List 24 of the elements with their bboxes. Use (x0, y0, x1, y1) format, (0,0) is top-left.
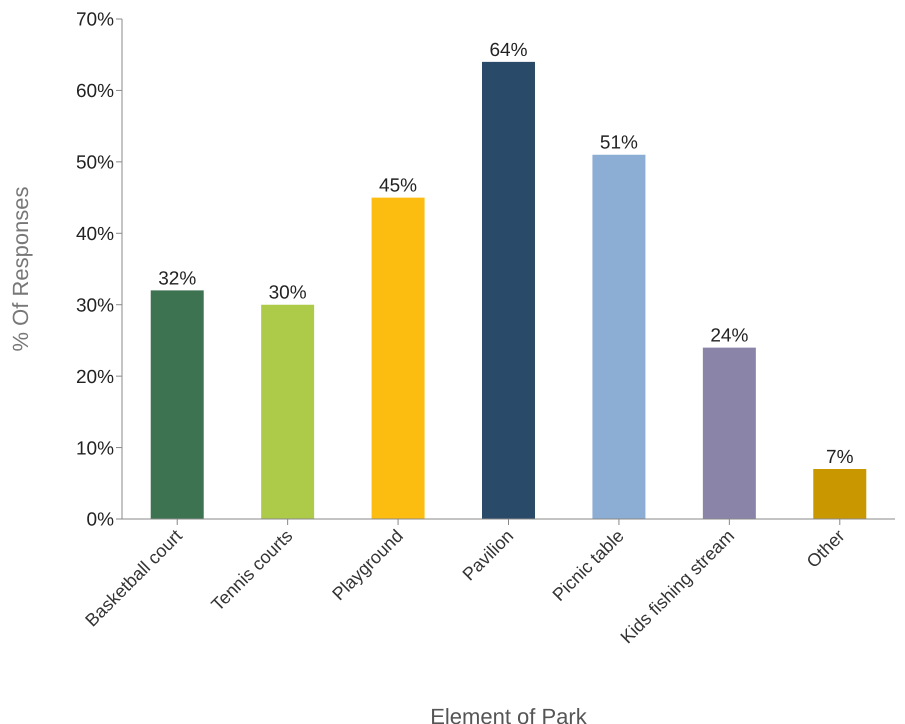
y-axis-title: % Of Responses (8, 186, 33, 352)
y-tick-label: 40% (76, 224, 114, 246)
x-axis-title: Element of Park (430, 704, 588, 724)
y-tick-label: 50% (76, 152, 114, 174)
y-tick-label: 0% (86, 510, 114, 531)
y-tick-label: 70% (76, 10, 114, 31)
data-label: 45% (379, 176, 418, 197)
bar (702, 348, 756, 519)
data-label: 30% (268, 282, 307, 304)
bar (150, 290, 204, 519)
data-label: 24% (710, 326, 748, 347)
bar (482, 62, 535, 519)
data-label: 7% (826, 447, 854, 468)
bar (813, 469, 866, 519)
bar (592, 154, 646, 519)
y-tick-label: 30% (76, 295, 114, 316)
data-label: 32% (158, 268, 196, 290)
bar (372, 198, 425, 519)
y-tick-label: 20% (76, 366, 114, 388)
bar (261, 304, 314, 519)
y-tick-label: 10% (76, 438, 114, 460)
data-label: 64% (489, 40, 528, 61)
y-tick-label: 60% (76, 81, 114, 102)
data-label: 51% (600, 132, 638, 154)
